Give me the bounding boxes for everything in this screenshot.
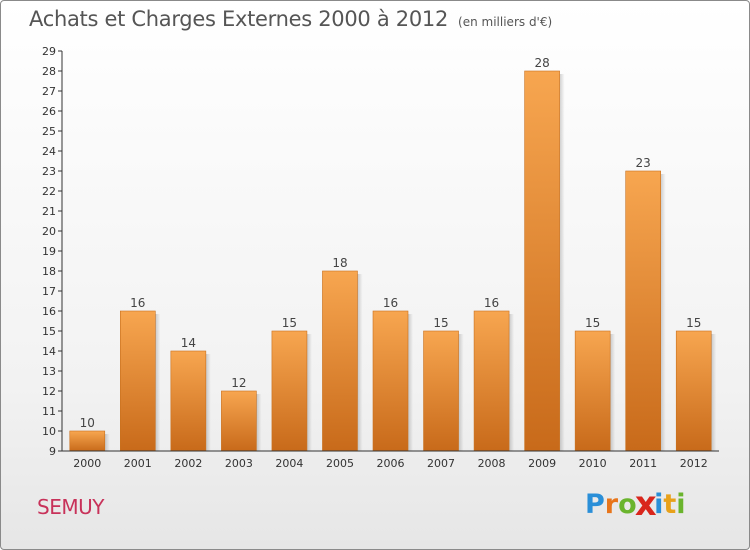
bar-shadow bbox=[559, 74, 565, 451]
x-tick-label-2000: 2000 bbox=[73, 457, 101, 470]
y-tick-label: 26 bbox=[42, 105, 56, 118]
bar-2003 bbox=[221, 390, 257, 452]
chart-title-text: Achats et Charges Externes 2000 à 2012 bbox=[29, 7, 449, 31]
y-tick-label: 25 bbox=[42, 125, 56, 138]
y-tick-label: 29 bbox=[42, 45, 56, 58]
bar-2000 bbox=[69, 430, 106, 452]
chart-title: Achats et Charges Externes 2000 à 2012 (e… bbox=[29, 7, 552, 31]
y-tick-label: 18 bbox=[42, 265, 56, 278]
y-tick-label: 21 bbox=[42, 205, 56, 218]
x-tick-label-2004: 2004 bbox=[275, 457, 303, 470]
x-tick-label-2010: 2010 bbox=[579, 457, 607, 470]
bar-2005 bbox=[322, 270, 358, 452]
logo-letter: x bbox=[634, 485, 657, 524]
y-tick-label: 17 bbox=[42, 285, 56, 298]
data-label-2010: 15 bbox=[585, 316, 600, 330]
data-label-2004: 15 bbox=[282, 316, 297, 330]
bar-2010 bbox=[574, 330, 611, 452]
logo-letter: i bbox=[676, 489, 686, 520]
bar-2004 bbox=[271, 330, 308, 452]
x-tick-label-2002: 2002 bbox=[174, 457, 202, 470]
bar-shadow bbox=[458, 334, 464, 451]
bar-shadow bbox=[509, 314, 515, 451]
bar-shadow bbox=[256, 394, 262, 451]
x-tick-label-2005: 2005 bbox=[326, 457, 354, 470]
x-tick-label-2009: 2009 bbox=[528, 457, 556, 470]
x-tick-label-2008: 2008 bbox=[478, 457, 506, 470]
y-tick-label: 12 bbox=[42, 385, 56, 398]
data-label-2007: 15 bbox=[433, 316, 448, 330]
x-tick-label-2011: 2011 bbox=[629, 457, 657, 470]
y-tick-label: 15 bbox=[42, 325, 56, 338]
y-tick-label: 22 bbox=[42, 185, 56, 198]
y-tick-label: 14 bbox=[42, 345, 56, 358]
y-tick-label: 24 bbox=[42, 145, 56, 158]
bar-shadow bbox=[357, 274, 363, 451]
data-label-2005: 18 bbox=[332, 256, 347, 270]
y-tick-label: 19 bbox=[42, 245, 56, 258]
bars: 10 16 14 12 15 18 16 15 16 28 15 23 15 bbox=[69, 56, 717, 452]
bar-shadow bbox=[104, 434, 110, 451]
logo-letter: P bbox=[585, 489, 605, 520]
data-label-2012: 15 bbox=[686, 316, 701, 330]
bar-2009 bbox=[524, 70, 560, 452]
x-tick-label-2006: 2006 bbox=[377, 457, 405, 470]
x-tick-label-2001: 2001 bbox=[124, 457, 152, 470]
city-name: SEMUY bbox=[37, 495, 104, 519]
bar-shadow bbox=[155, 314, 161, 451]
bar-2006 bbox=[372, 310, 409, 452]
bar-shadow bbox=[610, 334, 616, 451]
y-tick-label: 28 bbox=[42, 65, 56, 78]
proxiti-logo[interactable]: Proxiti bbox=[585, 485, 686, 524]
bar-shadow bbox=[205, 354, 211, 451]
logo-letter: i bbox=[654, 489, 664, 520]
y-tick-label: 16 bbox=[42, 305, 56, 318]
logo-letter: t bbox=[663, 489, 677, 520]
bar-2001 bbox=[120, 310, 156, 452]
logo-letter: o bbox=[618, 489, 637, 520]
logo-letter: r bbox=[604, 489, 619, 520]
y-tick-label: 10 bbox=[42, 425, 56, 438]
x-tick-label-2007: 2007 bbox=[427, 457, 455, 470]
bar-2002 bbox=[170, 350, 207, 452]
data-label-2002: 14 bbox=[181, 336, 196, 350]
bar-2012 bbox=[675, 330, 712, 452]
bar-shadow bbox=[660, 174, 666, 451]
chart-unit: (en milliers d'€) bbox=[458, 15, 553, 29]
y-tick-label: 23 bbox=[42, 165, 56, 178]
y-tick-label: 11 bbox=[42, 405, 56, 418]
bar-2007 bbox=[423, 330, 459, 452]
data-label-2011: 23 bbox=[636, 156, 651, 170]
x-tick-label-2012: 2012 bbox=[680, 457, 708, 470]
bar-shadow bbox=[408, 314, 413, 451]
bar-2008 bbox=[473, 310, 510, 452]
y-tick-label: 13 bbox=[42, 365, 56, 378]
data-label-2006: 16 bbox=[383, 296, 398, 310]
y-tick-label: 27 bbox=[42, 85, 56, 98]
y-tick-label: 9 bbox=[49, 445, 56, 458]
y-axis: 9 10 11 12 13 14 15 16 17 18 19 20 21 22 23 24 25 26 27 28 2… bbox=[42, 45, 63, 458]
data-label-2001: 16 bbox=[130, 296, 145, 310]
data-label-2003: 12 bbox=[231, 376, 246, 390]
bar-2011 bbox=[625, 170, 661, 452]
x-tick-label-2003: 2003 bbox=[225, 457, 253, 470]
x-axis: 2000 2001 2002 2003 2004 2005 2006 2007 2008 2009… bbox=[62, 450, 719, 470]
data-label-2008: 16 bbox=[484, 296, 499, 310]
y-tick-label: 20 bbox=[42, 225, 56, 238]
data-label-2009: 28 bbox=[534, 56, 549, 70]
bar-shadow bbox=[306, 334, 312, 451]
data-label-2000: 10 bbox=[80, 416, 95, 430]
bar-shadow bbox=[711, 334, 717, 451]
